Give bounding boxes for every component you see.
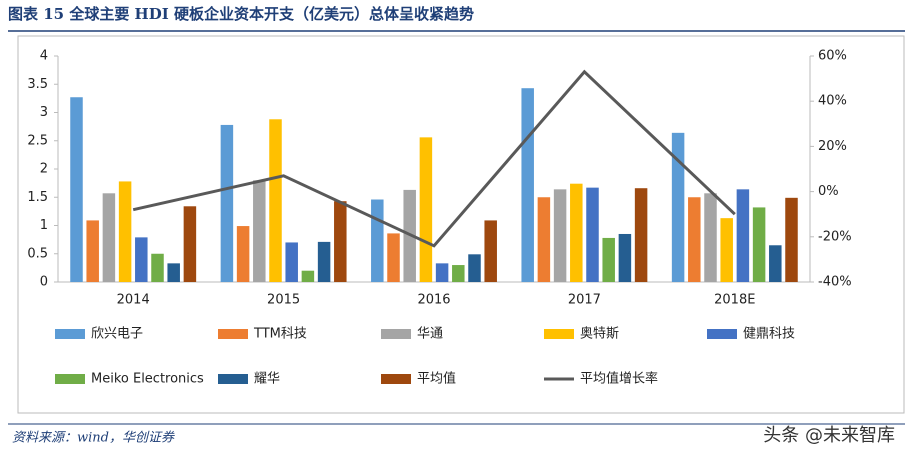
x-tick-label: 2018E [714,293,755,308]
x-tick-label: 2017 [568,293,601,308]
bar [736,189,750,282]
legend-swatch [55,374,85,384]
bar [537,197,551,282]
y2-tick-label: 20% [818,139,847,154]
legend-swatch [218,374,248,384]
legend-swatch [218,329,248,339]
legend-swatch [55,329,85,339]
bar [269,119,282,282]
x-tick-label: 2016 [417,293,450,308]
y-tick-label: 0.5 [27,246,48,261]
bar [452,265,465,282]
bar [435,263,449,282]
bar [301,270,315,282]
bar [86,220,99,282]
legend-label: 健鼎科技 [743,327,795,342]
bar [769,245,782,282]
chart-frame [17,35,905,414]
bar [586,187,599,282]
bar [135,237,148,282]
y-tick-label: 1 [40,218,48,233]
bar [468,254,481,282]
y2-tick-label: 60% [818,49,847,64]
bar [220,124,234,283]
legend-swatch [381,329,411,339]
bar [151,253,164,282]
bar [618,233,632,282]
bar [70,97,83,283]
y2-tick-label: -40% [818,275,852,290]
bar [285,242,298,282]
legend-swatch [544,329,574,339]
line-series [132,69,736,248]
x-tick-label: 2014 [117,293,150,308]
bar [484,220,497,282]
bar [118,181,132,282]
bar [317,241,331,282]
bar [183,206,197,282]
bar [671,132,685,282]
bar [752,207,766,282]
chart-title: 图表 15 全球主要 HDI 硬板企业资本开支（亿美元）总体呈收紧趋势 [8,5,474,23]
bar [371,199,384,282]
legend-swatch [381,374,411,384]
bar [785,197,798,282]
bar [720,218,733,282]
y2-tick-label: -20% [818,229,852,244]
legend-label: Meiko Electronics [91,372,204,387]
legend-label: 平均值 [417,371,456,387]
y-tick-label: 2.5 [27,133,48,148]
bar [570,183,583,282]
bar [602,237,615,282]
legend-label: 平均值增长率 [580,371,658,387]
legend-label: 华通 [417,327,443,342]
bar [167,263,180,282]
legend-label: 欣兴电子 [91,327,143,342]
y2-tick-label: 40% [818,94,847,109]
bar [102,193,116,282]
legend-label: TTM科技 [253,327,307,342]
watermark: 头条 @未来智库 [763,425,895,446]
legend-label: 奥特斯 [580,327,619,342]
legend-label: 耀华 [254,372,280,387]
bar [704,193,717,282]
bar [334,201,347,282]
source: 资料来源：wind，华创证券 [12,431,175,446]
y-tick-label: 1.5 [27,190,48,205]
y2-tick-label: 0% [818,184,839,199]
y-tick-label: 3.5 [27,77,48,92]
bar [236,226,250,282]
x-tick-label: 2015 [267,293,300,308]
bar [553,189,567,282]
y-tick-label: 2 [40,162,48,177]
bar [387,233,400,282]
legend-swatch [707,329,737,339]
bar [634,188,648,282]
y-tick-label: 0 [40,275,48,290]
bar [419,137,433,282]
y-tick-label: 3 [40,105,48,120]
bar [688,197,701,282]
y-tick-label: 4 [40,49,48,64]
bar [521,88,534,282]
bar [253,180,266,282]
